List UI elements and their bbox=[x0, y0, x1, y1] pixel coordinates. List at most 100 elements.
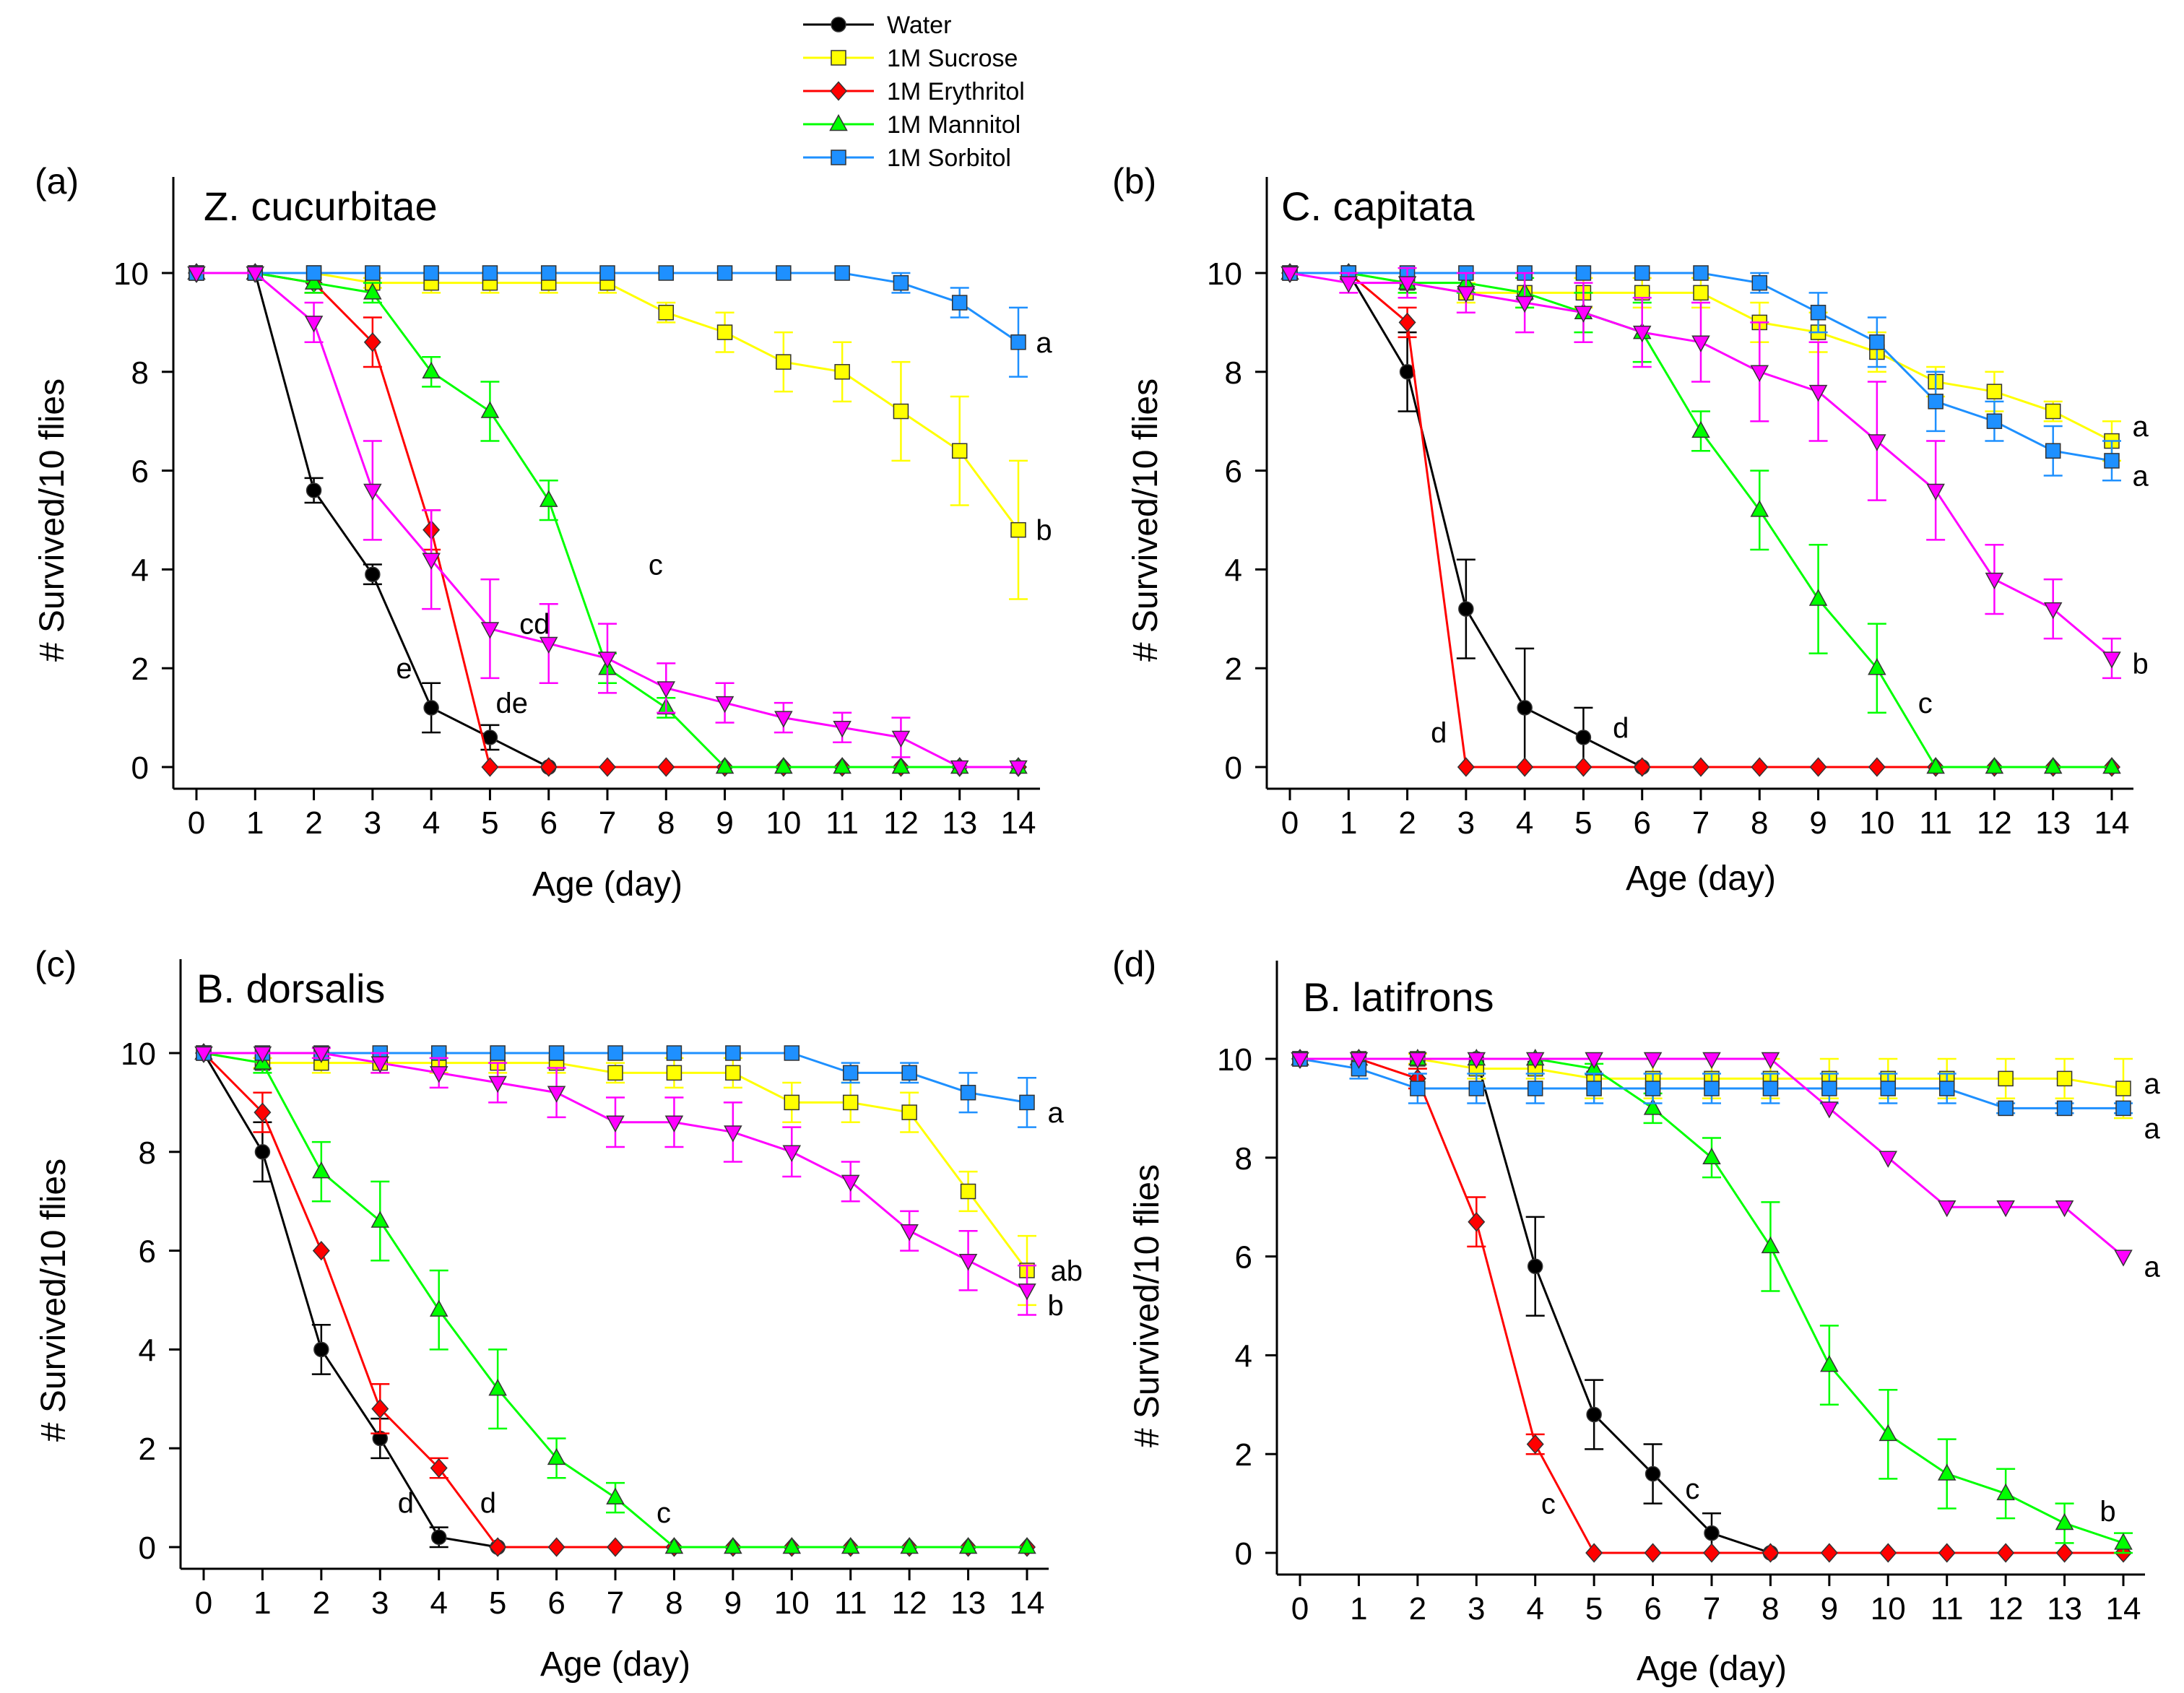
significance-letter: b bbox=[1036, 515, 1052, 547]
data-point bbox=[1575, 729, 1592, 745]
panel-title: B. dorsalis bbox=[196, 966, 385, 1011]
data-point bbox=[951, 295, 968, 311]
data-point bbox=[782, 1145, 802, 1162]
data-point bbox=[1009, 760, 1028, 778]
x-tick-label: 7 bbox=[607, 1585, 624, 1621]
data-point bbox=[306, 265, 322, 281]
y-axis-label: # Survived/10 flies bbox=[35, 1159, 73, 1442]
x-tick-label: 8 bbox=[657, 805, 675, 841]
significance-letter: a bbox=[2144, 1251, 2161, 1283]
data-point bbox=[950, 760, 969, 778]
x-tick-label: 3 bbox=[371, 1585, 389, 1621]
data-point bbox=[254, 1144, 271, 1160]
data-point bbox=[1926, 483, 1945, 501]
panel-label: (a) bbox=[35, 161, 79, 202]
data-point bbox=[1019, 1094, 1035, 1111]
data-point bbox=[776, 265, 792, 281]
y-tick-label: 10 bbox=[1207, 256, 1242, 292]
data-point bbox=[1809, 757, 1827, 777]
significance-letter: a bbox=[2144, 1113, 2161, 1145]
x-tick-label: 7 bbox=[1692, 805, 1710, 841]
data-point bbox=[488, 1075, 507, 1094]
significance-letter: c bbox=[649, 550, 663, 581]
x-tick-label: 13 bbox=[942, 805, 977, 841]
data-point bbox=[1575, 265, 1592, 281]
data-point bbox=[365, 265, 381, 281]
series-1m-sorbitol bbox=[188, 265, 1028, 378]
x-tick-label: 5 bbox=[1574, 805, 1592, 841]
significance-letter: c bbox=[1918, 688, 1933, 719]
y-tick-label: 10 bbox=[121, 1036, 156, 1072]
y-tick-label: 6 bbox=[1225, 454, 1242, 490]
data-point bbox=[2102, 651, 2121, 669]
data-point bbox=[599, 757, 616, 777]
series-1m-sorbitol bbox=[1292, 1051, 2133, 1117]
x-tick-label: 3 bbox=[1468, 1591, 1485, 1627]
data-point bbox=[1762, 1543, 1780, 1563]
data-point bbox=[724, 1125, 742, 1143]
data-point bbox=[539, 636, 558, 654]
data-point bbox=[716, 265, 733, 281]
data-point bbox=[607, 1065, 623, 1081]
x-tick-label: 0 bbox=[188, 805, 205, 841]
data-point bbox=[540, 265, 557, 281]
series-line bbox=[1300, 1057, 2123, 1554]
legend-label: 1M Sorbitol bbox=[887, 144, 1011, 172]
data-point bbox=[547, 1086, 566, 1103]
x-tick-label: 11 bbox=[1919, 805, 1952, 841]
data-point bbox=[1339, 276, 1358, 293]
data-point bbox=[547, 1537, 566, 1557]
x-tick-label: 4 bbox=[430, 1585, 447, 1621]
data-point bbox=[312, 1046, 331, 1064]
data-point bbox=[1398, 276, 1417, 293]
data-point bbox=[841, 1536, 860, 1554]
data-point bbox=[1018, 1283, 1036, 1301]
data-point bbox=[423, 265, 439, 281]
significance-letter: d bbox=[398, 1487, 414, 1519]
x-tick-label: 8 bbox=[665, 1585, 682, 1621]
data-point bbox=[1750, 500, 1769, 517]
x-tick-label: 5 bbox=[481, 805, 498, 841]
x-tick-label: 10 bbox=[766, 805, 801, 841]
data-point bbox=[1010, 521, 1026, 538]
data-point bbox=[1808, 589, 1828, 606]
series-magenta-treatment bbox=[1280, 266, 2121, 680]
data-point bbox=[834, 364, 850, 380]
data-point bbox=[2055, 1543, 2074, 1563]
legend-entry: 1M Sucrose bbox=[803, 45, 1018, 72]
data-point bbox=[371, 1398, 389, 1419]
x-tick-label: 0 bbox=[1281, 805, 1299, 841]
data-point bbox=[1704, 1081, 1720, 1096]
data-point bbox=[1525, 1052, 1545, 1070]
data-point bbox=[1693, 265, 1709, 281]
y-axis-label: # Survived/10 flies bbox=[33, 378, 72, 662]
x-tick-label: 3 bbox=[1457, 805, 1475, 841]
data-point bbox=[548, 1045, 565, 1061]
panel-title: Z. cucurbitae bbox=[204, 183, 438, 229]
data-point bbox=[1691, 335, 1710, 352]
data-point bbox=[1820, 1543, 1838, 1563]
y-tick-label: 4 bbox=[131, 553, 149, 588]
data-point bbox=[1692, 757, 1710, 777]
data-point bbox=[657, 757, 675, 777]
data-point bbox=[482, 265, 498, 281]
data-point bbox=[784, 1045, 800, 1061]
data-point bbox=[1868, 434, 1886, 451]
legend-marker bbox=[831, 150, 846, 165]
data-point bbox=[1643, 1098, 1663, 1115]
series-magenta-treatment bbox=[1291, 1052, 2133, 1267]
series-1m-mannitol bbox=[1291, 1048, 2133, 1554]
data-point bbox=[2102, 756, 2121, 774]
data-point bbox=[2056, 1100, 2073, 1117]
data-point bbox=[774, 711, 793, 728]
data-point bbox=[304, 272, 324, 290]
data-point bbox=[891, 730, 911, 748]
data-point bbox=[2115, 1081, 2131, 1096]
data-point bbox=[834, 265, 850, 281]
x-tick-label: 1 bbox=[1340, 805, 1357, 841]
data-point bbox=[599, 265, 615, 281]
data-point bbox=[1410, 1081, 1426, 1096]
data-point bbox=[1938, 1081, 1955, 1096]
x-tick-label: 14 bbox=[2106, 1591, 2141, 1627]
